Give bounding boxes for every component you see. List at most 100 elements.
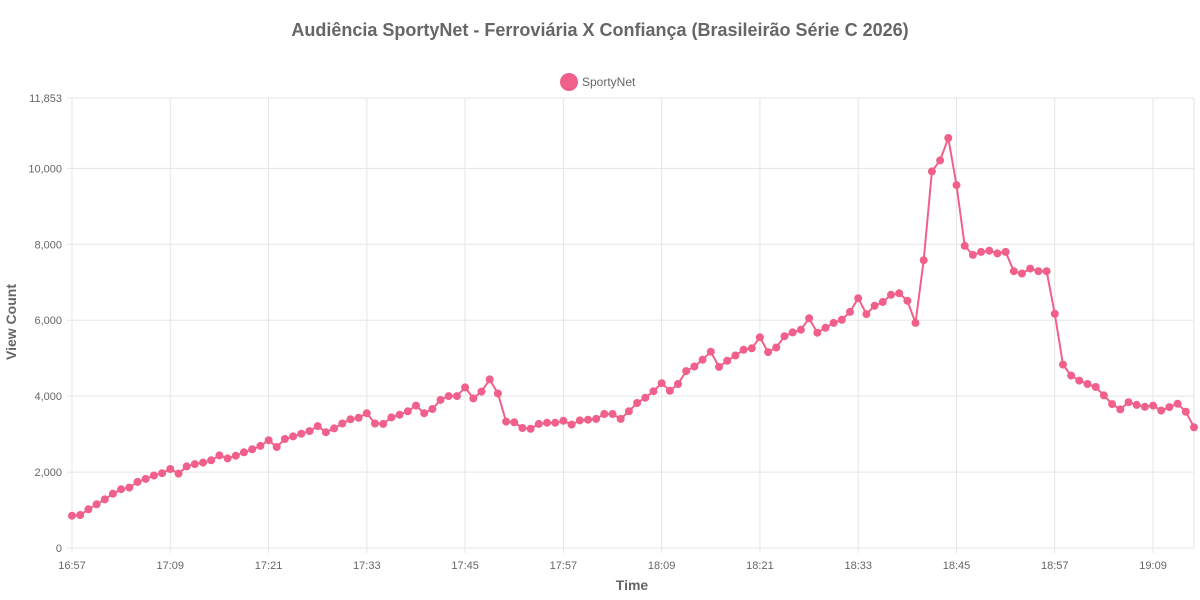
- data-point[interactable]: [92, 500, 101, 509]
- data-point[interactable]: [674, 380, 682, 388]
- data-point[interactable]: [502, 417, 511, 426]
- data-point[interactable]: [1181, 407, 1190, 416]
- data-point[interactable]: [772, 343, 781, 352]
- data-point[interactable]: [1157, 406, 1166, 415]
- data-point[interactable]: [313, 422, 322, 431]
- data-point[interactable]: [199, 458, 207, 467]
- data-point[interactable]: [821, 323, 830, 332]
- data-point[interactable]: [870, 301, 879, 310]
- data-point[interactable]: [927, 167, 936, 176]
- data-point[interactable]: [330, 424, 339, 433]
- data-point[interactable]: [895, 289, 904, 298]
- data-point[interactable]: [534, 419, 543, 428]
- data-point[interactable]: [272, 443, 281, 451]
- data-point[interactable]: [682, 367, 691, 376]
- data-point[interactable]: [428, 405, 437, 413]
- legend[interactable]: SportyNet: [560, 73, 636, 91]
- data-point[interactable]: [338, 419, 347, 428]
- data-point[interactable]: [461, 383, 470, 392]
- data-point[interactable]: [1001, 247, 1010, 256]
- data-point[interactable]: [952, 181, 961, 190]
- data-point[interactable]: [1099, 391, 1108, 400]
- data-point[interactable]: [420, 409, 429, 418]
- data-point[interactable]: [731, 351, 740, 360]
- data-point[interactable]: [1034, 267, 1043, 276]
- data-point[interactable]: [207, 456, 216, 465]
- data-point[interactable]: [1091, 383, 1100, 391]
- data-point[interactable]: [543, 418, 551, 427]
- data-point[interactable]: [887, 290, 895, 299]
- data-point[interactable]: [780, 332, 789, 341]
- data-point[interactable]: [1140, 402, 1149, 411]
- data-point[interactable]: [608, 410, 617, 418]
- data-point[interactable]: [223, 454, 232, 463]
- data-point[interactable]: [944, 134, 953, 142]
- data-point[interactable]: [592, 414, 601, 423]
- data-point[interactable]: [813, 328, 822, 337]
- data-point[interactable]: [698, 355, 707, 364]
- data-point[interactable]: [100, 495, 109, 504]
- data-point[interactable]: [215, 451, 224, 460]
- data-point[interactable]: [158, 469, 167, 478]
- data-point[interactable]: [1042, 267, 1051, 276]
- data-point[interactable]: [600, 410, 609, 418]
- data-point[interactable]: [289, 432, 298, 441]
- data-point[interactable]: [796, 325, 805, 334]
- data-point[interactable]: [477, 387, 486, 396]
- data-point[interactable]: [190, 460, 199, 469]
- data-point[interactable]: [723, 356, 732, 365]
- data-point[interactable]: [624, 407, 633, 416]
- data-point[interactable]: [1116, 405, 1125, 414]
- data-point[interactable]: [1075, 376, 1084, 385]
- data-point[interactable]: [469, 394, 478, 403]
- data-point[interactable]: [510, 418, 519, 427]
- data-point[interactable]: [395, 410, 404, 419]
- data-point[interactable]: [788, 328, 797, 337]
- data-point[interactable]: [584, 415, 592, 424]
- data-point[interactable]: [493, 389, 502, 398]
- data-point[interactable]: [1009, 267, 1018, 276]
- data-point[interactable]: [231, 451, 240, 460]
- data-point[interactable]: [1165, 403, 1174, 412]
- data-point[interactable]: [117, 485, 126, 494]
- data-point[interactable]: [371, 419, 379, 428]
- data-point[interactable]: [248, 445, 257, 454]
- data-point[interactable]: [805, 314, 814, 323]
- data-point[interactable]: [837, 315, 846, 324]
- data-point[interactable]: [379, 419, 388, 428]
- data-point[interactable]: [346, 415, 355, 424]
- data-point[interactable]: [125, 483, 134, 492]
- data-point[interactable]: [354, 413, 363, 422]
- data-point[interactable]: [403, 407, 412, 416]
- data-point[interactable]: [641, 393, 650, 402]
- data-point[interactable]: [387, 413, 396, 422]
- data-point[interactable]: [1108, 400, 1117, 409]
- data-point[interactable]: [846, 307, 854, 316]
- data-point[interactable]: [256, 441, 265, 450]
- data-point[interactable]: [616, 414, 625, 423]
- data-point[interactable]: [526, 424, 535, 433]
- data-point[interactable]: [297, 429, 306, 438]
- data-point[interactable]: [1149, 401, 1158, 410]
- data-point[interactable]: [68, 511, 76, 520]
- data-point[interactable]: [985, 246, 994, 255]
- data-point[interactable]: [1026, 264, 1035, 273]
- data-point[interactable]: [280, 435, 289, 443]
- data-point[interactable]: [240, 448, 248, 457]
- data-point[interactable]: [747, 344, 756, 353]
- data-point[interactable]: [141, 474, 150, 483]
- data-point[interactable]: [485, 375, 494, 384]
- data-point[interactable]: [977, 247, 986, 256]
- data-point[interactable]: [149, 471, 158, 480]
- data-point[interactable]: [436, 395, 445, 404]
- data-point[interactable]: [518, 424, 527, 432]
- data-point[interactable]: [960, 241, 969, 250]
- data-point[interactable]: [903, 296, 912, 305]
- data-point[interactable]: [739, 345, 748, 354]
- data-point[interactable]: [862, 310, 871, 319]
- data-point[interactable]: [1050, 309, 1059, 318]
- data-point[interactable]: [1124, 398, 1133, 407]
- data-point[interactable]: [715, 362, 723, 371]
- data-point[interactable]: [968, 250, 977, 259]
- data-point[interactable]: [84, 505, 93, 514]
